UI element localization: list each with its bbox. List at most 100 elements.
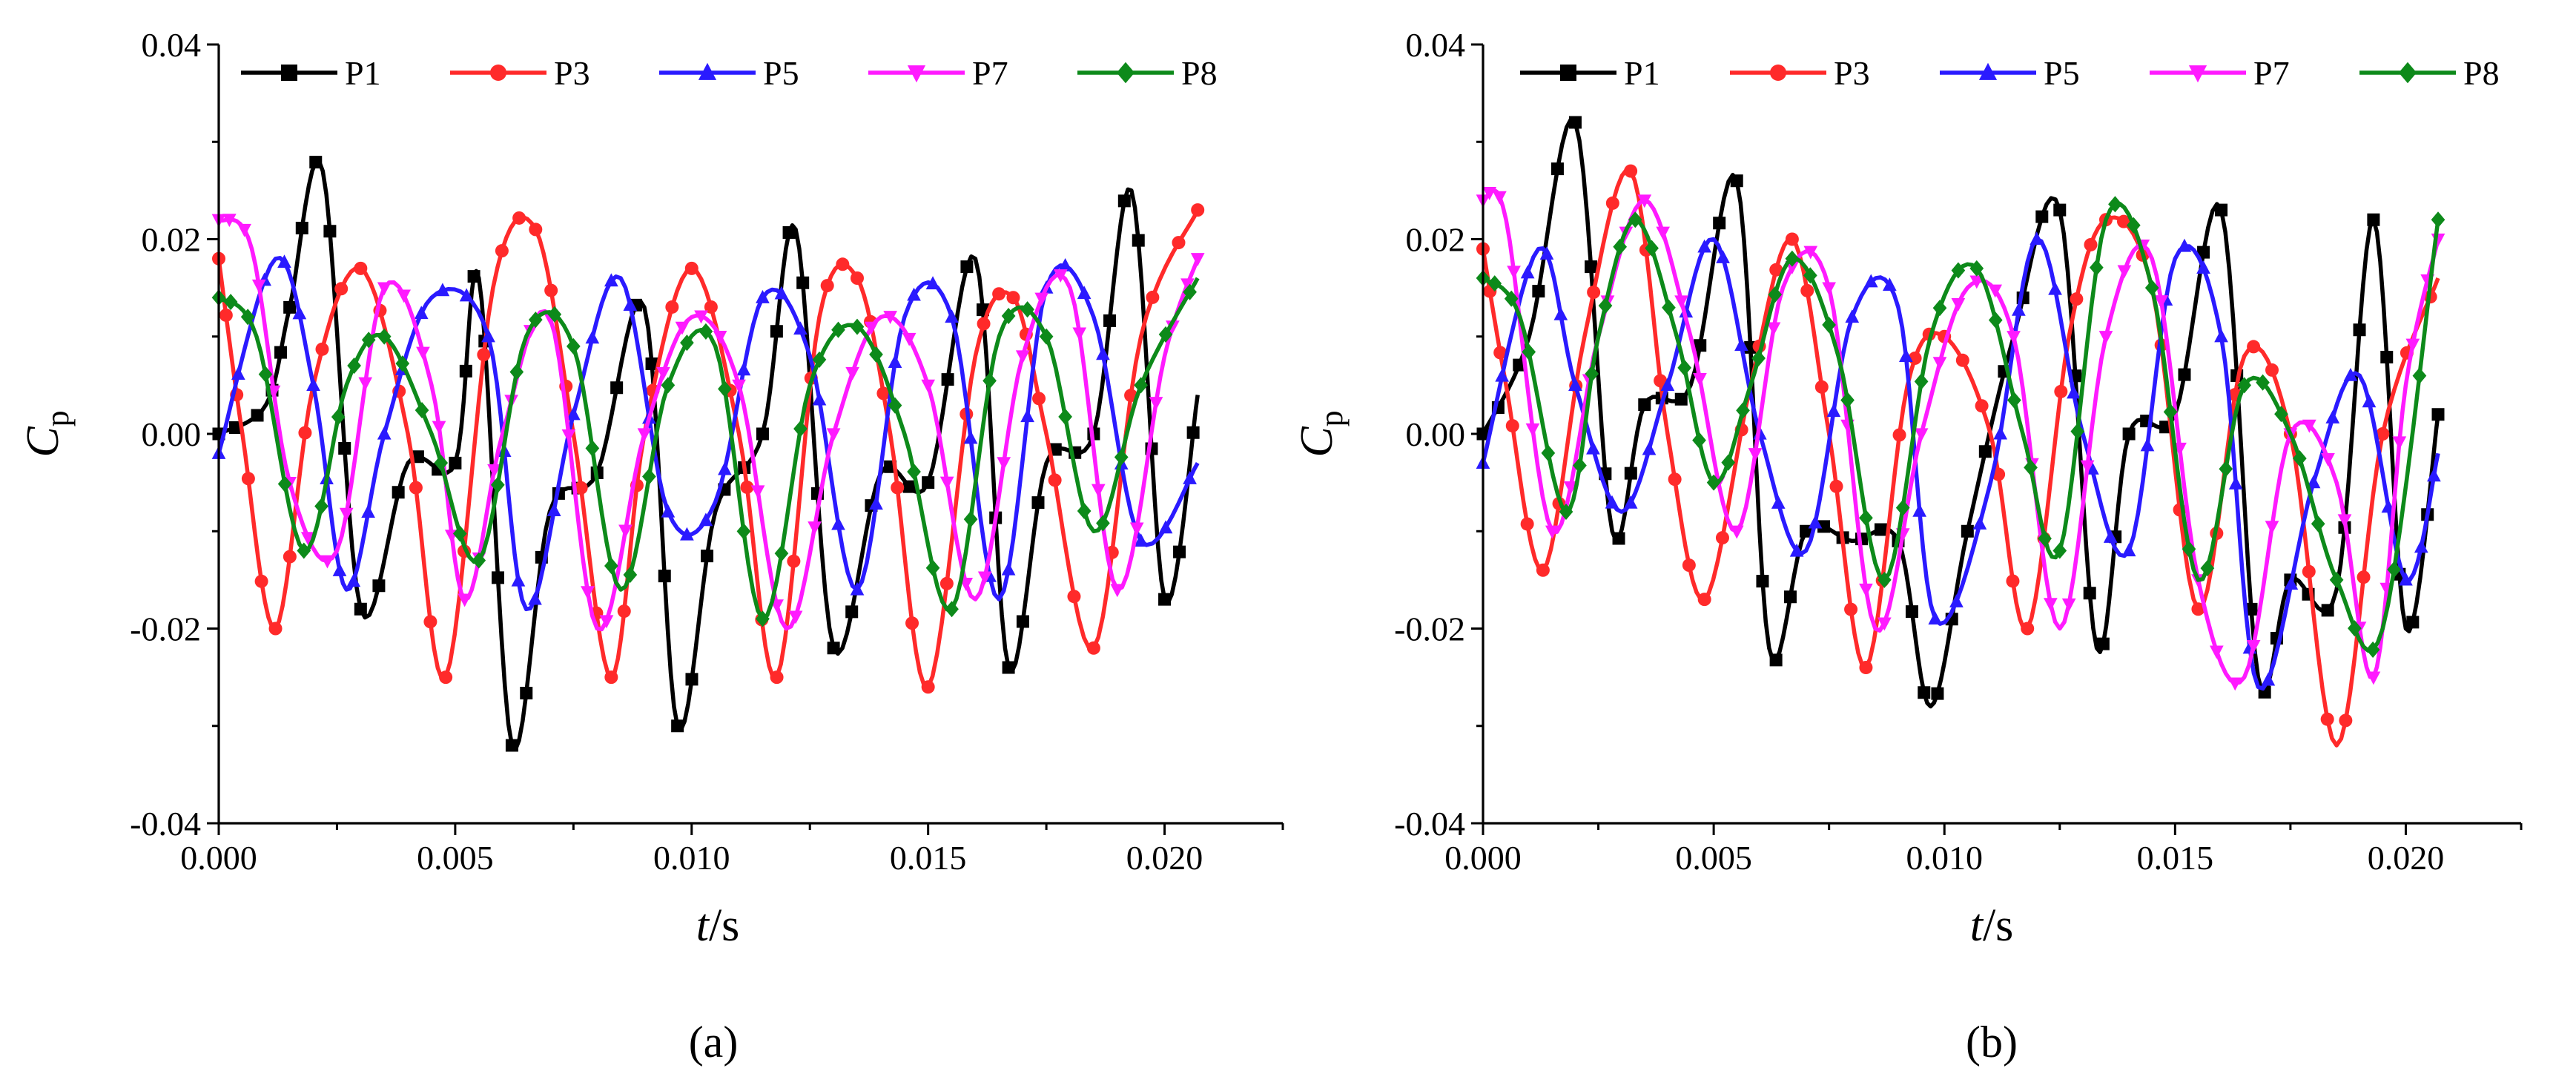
data-point	[921, 379, 936, 393]
data-point	[1769, 263, 1783, 277]
data-point	[1734, 337, 1748, 352]
data-point	[1768, 286, 1783, 303]
data-point	[1729, 525, 1744, 539]
data-point	[680, 334, 694, 352]
data-point	[581, 586, 595, 600]
data-point	[1563, 481, 1578, 495]
data-point	[397, 289, 412, 303]
data-point	[1789, 543, 1804, 557]
data-point	[1674, 295, 1688, 309]
data-point	[1993, 426, 2008, 440]
data-point	[921, 680, 935, 694]
data-point	[812, 392, 827, 406]
data-point	[1803, 267, 1817, 284]
data-point	[1748, 448, 1763, 461]
data-point	[434, 455, 449, 472]
data-point	[1048, 443, 1062, 456]
data-point	[2191, 602, 2205, 616]
data-point	[1586, 441, 1600, 455]
data-point	[2329, 571, 2344, 588]
data-point	[332, 563, 347, 576]
legend-b: P1 P3 P5 P7 P8	[1520, 54, 2500, 92]
data-point	[2067, 385, 2081, 399]
data-point	[1883, 277, 1897, 291]
data-point	[2405, 338, 2420, 352]
data-point	[770, 325, 783, 338]
x-tick-label: 0.020	[2368, 839, 2445, 877]
data-point	[423, 615, 437, 629]
data-point	[1771, 495, 1786, 509]
data-point	[1504, 290, 1519, 307]
data-point	[1662, 299, 1676, 316]
data-point	[1568, 116, 1582, 129]
data-point	[2237, 377, 2252, 394]
data-point	[292, 306, 307, 320]
legend-item-p1: P1	[1520, 54, 1660, 92]
data-point	[1550, 162, 1564, 176]
data-point	[392, 486, 405, 499]
data-point	[2320, 712, 2334, 726]
data-point	[796, 276, 810, 289]
data-point	[414, 306, 429, 320]
data-point	[941, 373, 954, 386]
data-point	[869, 346, 883, 363]
data-point	[228, 421, 242, 434]
data-point	[314, 498, 328, 515]
data-point	[820, 279, 834, 293]
data-point	[960, 260, 974, 274]
data-point	[831, 516, 845, 530]
data-point	[1545, 525, 1559, 539]
data-point	[1969, 275, 1984, 289]
data-point	[258, 366, 273, 383]
data-point	[1730, 174, 1743, 188]
data-point	[2321, 452, 2335, 467]
data-point	[2200, 560, 2215, 577]
data-point	[665, 300, 679, 314]
data-point	[2006, 574, 2020, 588]
data-point	[2108, 196, 2122, 213]
data-point	[2090, 259, 2104, 276]
data-point	[1736, 402, 1750, 419]
data-point	[845, 366, 859, 380]
y-axis-title-main-b: C	[1292, 426, 1342, 458]
data-point	[1158, 326, 1173, 343]
data-point	[905, 616, 919, 630]
data-point	[1845, 309, 1860, 323]
data-point	[925, 559, 940, 576]
data-point	[1859, 510, 1873, 527]
data-point	[1756, 575, 1769, 588]
data-point	[1002, 661, 1015, 674]
data-point	[495, 244, 509, 258]
legend-marker	[1978, 62, 1998, 80]
data-point	[1877, 617, 1892, 631]
data-point	[713, 330, 727, 344]
data-point	[1067, 590, 1081, 604]
legend-marker	[698, 62, 717, 80]
data-point	[2070, 292, 2084, 306]
data-point	[1969, 260, 1984, 277]
data-point	[945, 601, 959, 618]
data-point	[680, 527, 694, 541]
x-axis-title-unit-a: /s	[709, 900, 739, 951]
data-point	[2007, 392, 2021, 409]
data-point	[1539, 246, 1554, 260]
data-point	[334, 282, 349, 296]
data-point	[2163, 403, 2178, 421]
data-point	[1751, 349, 1766, 366]
data-point	[467, 270, 480, 283]
data-point	[2343, 367, 2358, 381]
data-point	[309, 156, 323, 169]
data-point	[1988, 312, 2003, 329]
data-point	[585, 440, 600, 457]
data-point	[1814, 380, 1829, 394]
data-point	[395, 355, 410, 372]
data-point	[2412, 367, 2427, 384]
data-point	[2245, 602, 2258, 616]
x-axis-title-b: t/s	[1970, 900, 2014, 951]
legend-item-p3: P3	[1730, 54, 1870, 92]
data-point	[1585, 365, 1599, 382]
legend-item-p7: P7	[2150, 54, 2290, 92]
legend-marker	[1770, 65, 1786, 81]
data-point	[1493, 346, 1507, 360]
legend-marker	[2398, 62, 2417, 84]
